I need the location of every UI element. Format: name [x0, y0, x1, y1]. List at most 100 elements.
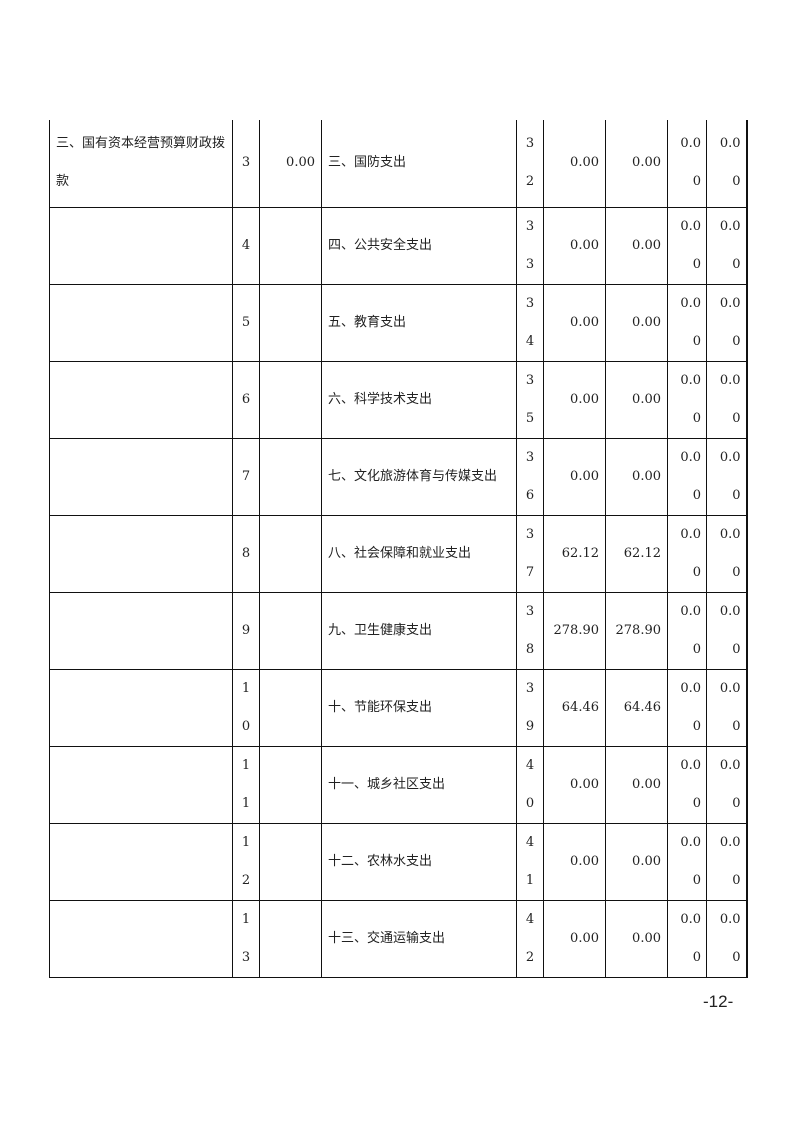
total-cell: 62.12 [543, 514, 606, 593]
table-row: 三、国有资本经营预算财政拨款 3 0.00 三、国防支出 32 0.00 0.00 0.00 0… [49, 120, 748, 208]
amount-cell: 0.00 [259, 120, 322, 208]
total-cell: 0.00 [543, 360, 606, 439]
total-cell: 0.00 [543, 206, 606, 285]
expense-line-no-cell: 36 [516, 437, 544, 516]
amount-cell [259, 745, 322, 824]
fund-budget-cell: 0.00 [667, 745, 707, 824]
general-budget-cell: 64.46 [605, 668, 668, 747]
expense-line-no-cell: 39 [516, 668, 544, 747]
amount-cell [259, 668, 322, 747]
fund-budget-cell: 0.00 [667, 899, 707, 978]
expense-line-no-cell: 35 [516, 360, 544, 439]
general-budget-cell: 0.00 [605, 120, 668, 208]
expense-line-no-cell: 41 [516, 822, 544, 901]
line-no-cell: 11 [232, 745, 260, 824]
general-budget-cell: 0.00 [605, 822, 668, 901]
state-capital-cell: 0.00 [706, 668, 748, 747]
line-no-cell: 7 [232, 437, 260, 516]
income-item-cell [49, 283, 233, 362]
expense-line-no-cell: 37 [516, 514, 544, 593]
total-cell: 278.90 [543, 591, 606, 670]
line-no-cell: 8 [232, 514, 260, 593]
state-capital-cell: 0.00 [706, 120, 748, 208]
expense-item-cell: 十二、农林水支出 [321, 822, 517, 901]
line-no-cell: 3 [232, 120, 260, 208]
expense-item-cell: 四、公共安全支出 [321, 206, 517, 285]
state-capital-cell: 0.00 [706, 899, 748, 978]
table-row: 11 十一、城乡社区支出 40 0.00 0.00 0.00 0.00 [49, 745, 748, 824]
state-capital-cell: 0.00 [706, 437, 748, 516]
expense-line-no-cell: 34 [516, 283, 544, 362]
state-capital-cell: 0.00 [706, 360, 748, 439]
state-capital-cell: 0.00 [706, 822, 748, 901]
total-cell: 0.00 [543, 822, 606, 901]
amount-cell [259, 360, 322, 439]
amount-cell [259, 591, 322, 670]
amount-cell [259, 437, 322, 516]
income-item-cell [49, 899, 233, 978]
general-budget-cell: 62.12 [605, 514, 668, 593]
line-no-cell: 10 [232, 668, 260, 747]
page-number: -12- [703, 992, 734, 1011]
expense-item-cell: 五、教育支出 [321, 283, 517, 362]
line-no-cell: 12 [232, 822, 260, 901]
general-budget-cell: 0.00 [605, 437, 668, 516]
table-row: 12 十二、农林水支出 41 0.00 0.00 0.00 0.00 [49, 822, 748, 901]
expense-item-cell: 三、国防支出 [321, 120, 517, 208]
fund-budget-cell: 0.00 [667, 591, 707, 670]
amount-cell [259, 283, 322, 362]
table-row: 4 四、公共安全支出 33 0.00 0.00 0.00 0.00 [49, 206, 748, 285]
general-budget-cell: 0.00 [605, 360, 668, 439]
line-no-cell: 9 [232, 591, 260, 670]
line-no-cell: 6 [232, 360, 260, 439]
total-cell: 0.00 [543, 120, 606, 208]
expense-line-no-cell: 32 [516, 120, 544, 208]
state-capital-cell: 0.00 [706, 283, 748, 362]
fund-budget-cell: 0.00 [667, 206, 707, 285]
income-item-cell [49, 437, 233, 516]
expense-item-cell: 十三、交通运输支出 [321, 899, 517, 978]
amount-cell [259, 899, 322, 978]
table-row: 8 八、社会保障和就业支出 37 62.12 62.12 0.00 0.00 [49, 514, 748, 593]
income-item-cell [49, 360, 233, 439]
state-capital-cell: 0.00 [706, 591, 748, 670]
fund-budget-cell: 0.00 [667, 437, 707, 516]
state-capital-cell: 0.00 [706, 745, 748, 824]
income-item-cell [49, 514, 233, 593]
total-cell: 64.46 [543, 668, 606, 747]
total-cell: 0.00 [543, 899, 606, 978]
income-item-cell [49, 591, 233, 670]
state-capital-cell: 0.00 [706, 514, 748, 593]
general-budget-cell: 0.00 [605, 283, 668, 362]
budget-table: 三、国有资本经营预算财政拨款 3 0.00 三、国防支出 32 0.00 0.00 0.00 0… [49, 120, 748, 978]
income-item-cell [49, 745, 233, 824]
amount-cell [259, 206, 322, 285]
income-item-cell [49, 822, 233, 901]
income-item-cell: 三、国有资本经营预算财政拨款 [49, 120, 233, 208]
general-budget-cell: 0.00 [605, 899, 668, 978]
fund-budget-cell: 0.00 [667, 283, 707, 362]
line-no-cell: 13 [232, 899, 260, 978]
table-row: 9 九、卫生健康支出 38 278.90 278.90 0.00 0.00 [49, 591, 748, 670]
line-no-cell: 5 [232, 283, 260, 362]
expense-item-cell: 七、文化旅游体育与传媒支出 [321, 437, 517, 516]
expense-item-cell: 六、科学技术支出 [321, 360, 517, 439]
expense-item-cell: 十一、城乡社区支出 [321, 745, 517, 824]
total-cell: 0.00 [543, 437, 606, 516]
income-item-cell [49, 206, 233, 285]
table-row: 13 十三、交通运输支出 42 0.00 0.00 0.00 0.00 [49, 899, 748, 978]
expense-line-no-cell: 42 [516, 899, 544, 978]
table-row: 7 七、文化旅游体育与传媒支出 36 0.00 0.00 0.00 0.00 [49, 437, 748, 516]
line-no-cell: 4 [232, 206, 260, 285]
table-row: 5 五、教育支出 34 0.00 0.00 0.00 0.00 [49, 283, 748, 362]
expense-item-cell: 十、节能环保支出 [321, 668, 517, 747]
fund-budget-cell: 0.00 [667, 514, 707, 593]
fund-budget-cell: 0.00 [667, 360, 707, 439]
income-item-cell [49, 668, 233, 747]
amount-cell [259, 822, 322, 901]
table-row: 10 十、节能环保支出 39 64.46 64.46 0.00 0.00 [49, 668, 748, 747]
expense-line-no-cell: 33 [516, 206, 544, 285]
amount-cell [259, 514, 322, 593]
expense-line-no-cell: 40 [516, 745, 544, 824]
general-budget-cell: 0.00 [605, 206, 668, 285]
